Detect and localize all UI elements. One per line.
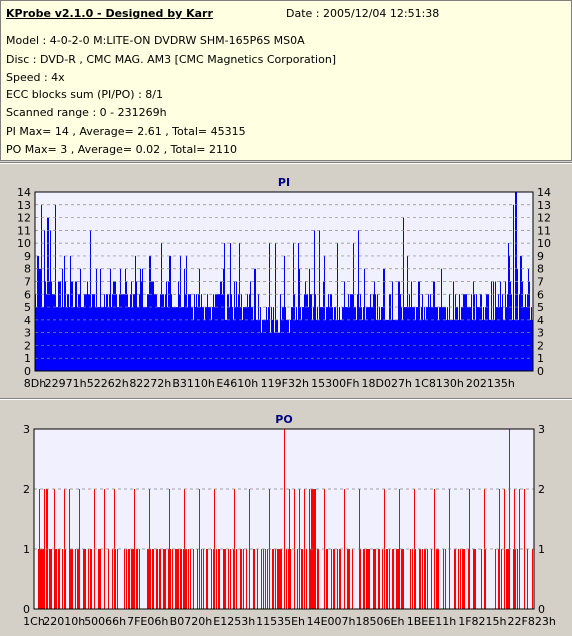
y-tick-label-left: 4 (24, 314, 31, 327)
y-tick-label-left: 12 (17, 212, 31, 225)
y-tick-label-right: 1 (537, 352, 544, 365)
ecc-line: ECC blocks sum (PI/PO) : 8/1 (6, 88, 163, 101)
x-tick-label: B3110h (172, 377, 215, 390)
x-tick-label: 1BEE11h (407, 615, 456, 628)
y-tick-label-left: 0 (23, 603, 30, 616)
y-tick-label-right: 7 (537, 276, 544, 289)
y-tick-label-left: 1 (23, 543, 30, 556)
x-tick-label: 50066h (84, 615, 126, 628)
y-tick-label-left: 5 (24, 301, 31, 314)
disc-line: Disc : DVD-R , CMC MAG. AM3 [CMC Magneti… (6, 53, 337, 66)
y-tick-label-left: 13 (17, 199, 31, 212)
separator (0, 162, 572, 164)
y-tick-label-right: 11 (537, 224, 551, 237)
po-chart-panel: PO 0 0 1 1 2 2 3 3 1Ch 22010h 50066h 7FE06h B0720h E12… (0, 401, 572, 636)
y-tick-label-left: 1 (24, 352, 31, 365)
x-tick-label: 52262h (87, 377, 129, 390)
separator (0, 398, 572, 400)
y-tick-label-left: 7 (24, 276, 31, 289)
y-tick-label-left: 3 (23, 423, 30, 436)
plot-border (34, 191, 534, 372)
model-line: Model : 4-0-2-0 M:LITE-ON DVDRW SHM-165P… (6, 34, 305, 47)
y-tick-label-left: 2 (24, 339, 31, 352)
y-tick-label-left: 14 (17, 186, 31, 199)
y-tick-label-right: 14 (537, 186, 551, 199)
x-tick-label: 1Ch (23, 615, 45, 628)
x-tick-label: 8Dh (24, 377, 46, 390)
x-tick-label: 15300Fh (311, 377, 359, 390)
pi-chart-panel: PI 0 0 1 1 2 2 3 3 4 4 5 5 6 6 7 7 8 8 9 9 10 10 11 11 12 12 13 13 14… (0, 165, 572, 391)
y-tick-label-right: 1 (538, 543, 545, 556)
x-tick-label: 18D027h (361, 377, 411, 390)
y-tick-label-left: 10 (17, 237, 31, 250)
y-tick-label-right: 8 (537, 263, 544, 276)
x-tick-label: 82272h (129, 377, 171, 390)
x-tick-label: B0720h (170, 615, 213, 628)
y-tick-label-right: 6 (537, 288, 544, 301)
range-line: Scanned range : 0 - 231269h (6, 106, 167, 119)
x-tick-label: 1F8215h (458, 615, 506, 628)
y-tick-label-right: 3 (538, 423, 545, 436)
x-tick-label: 119F32h (261, 377, 309, 390)
y-tick-label-right: 0 (538, 603, 545, 616)
x-tick-label: 22971h (45, 377, 87, 390)
y-tick-label-right: 10 (537, 237, 551, 250)
y-tick-label-left: 11 (17, 224, 31, 237)
y-tick-label-right: 3 (537, 327, 544, 340)
x-tick-label: 14E007h (307, 615, 356, 628)
plot-border (33, 428, 535, 610)
y-tick-label-left: 2 (23, 483, 30, 496)
x-tick-label: 18506Eh (356, 615, 405, 628)
y-tick-label-right: 2 (537, 339, 544, 352)
pi-summary-line: PI Max= 14 , Average= 2.61 , Total= 4531… (6, 125, 246, 138)
x-tick-label: 11535Eh (256, 615, 305, 628)
x-tick-label: 1C8130h (414, 377, 464, 390)
x-tick-label: 202135h (466, 377, 515, 390)
scan-date: Date : 2005/12/04 12:51:38 (286, 7, 440, 20)
chart-title: PI (278, 176, 290, 189)
app-title: KProbe v2.1.0 - Designed by Karr (6, 7, 213, 20)
x-tick-label: 22F823h (508, 615, 556, 628)
chart-title: PO (275, 413, 292, 426)
x-tick-label: 7FE06h (127, 615, 168, 628)
speed-line: Speed : 4x (6, 71, 65, 84)
y-tick-label-left: 8 (24, 263, 31, 276)
y-tick-label-left: 3 (24, 327, 31, 340)
y-tick-label-left: 9 (24, 250, 31, 263)
y-tick-label-right: 0 (537, 365, 544, 378)
y-tick-label-left: 6 (24, 288, 31, 301)
po-summary-line: PO Max= 3 , Average= 0.02 , Total= 2110 (6, 143, 237, 156)
y-tick-label-right: 9 (537, 250, 544, 263)
y-tick-label-left: 0 (24, 365, 31, 378)
y-tick-label-right: 12 (537, 212, 551, 225)
x-tick-label: 22010h (43, 615, 85, 628)
x-tick-label: E1253h (213, 615, 255, 628)
y-tick-label-right: 5 (537, 301, 544, 314)
x-tick-label: E4610h (216, 377, 258, 390)
y-tick-label-right: 2 (538, 483, 545, 496)
y-tick-label-right: 13 (537, 199, 551, 212)
info-panel: KProbe v2.1.0 - Designed by Karr Date : … (0, 0, 572, 161)
y-tick-label-right: 4 (537, 314, 544, 327)
